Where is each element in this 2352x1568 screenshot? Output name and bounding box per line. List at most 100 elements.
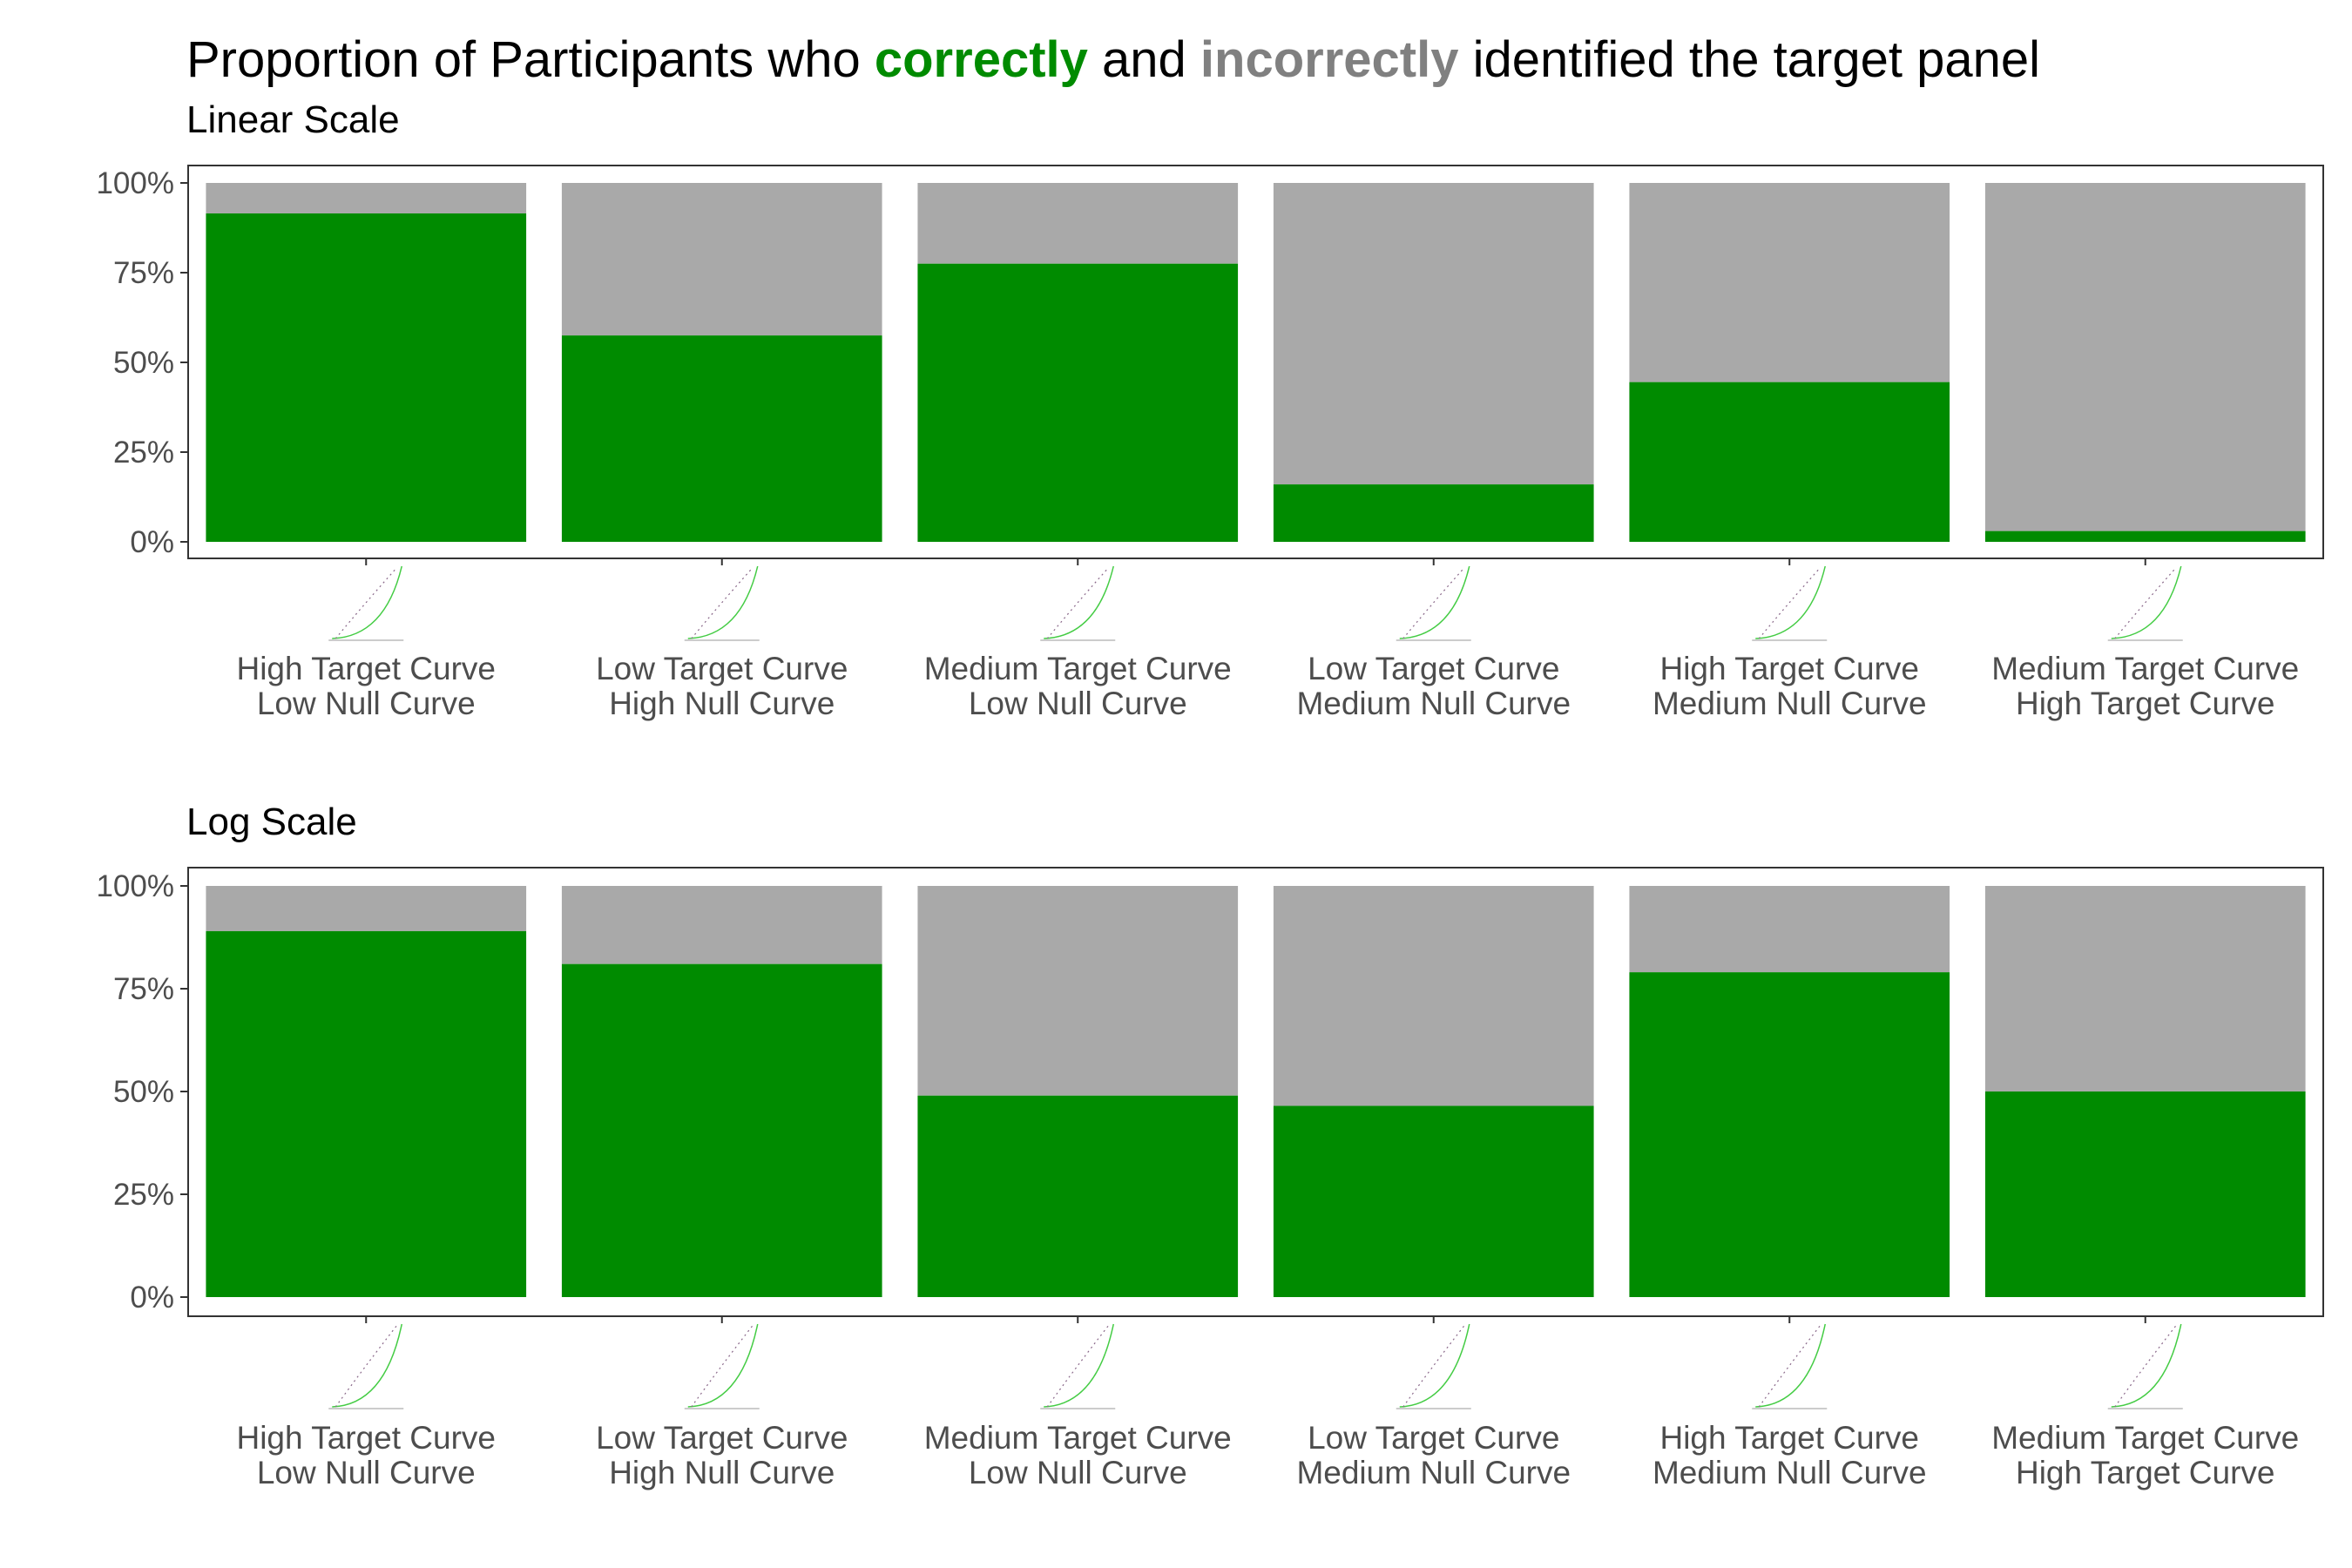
curve-thumbnail	[1396, 565, 1471, 641]
curve-thumbnail	[1396, 1323, 1471, 1409]
thumbnail-target-curve	[1755, 1323, 1826, 1408]
x-category-label: Low Target Curve	[596, 651, 848, 686]
x-category-label: Low Target Curve	[1308, 651, 1559, 686]
x-category-label: Medium Null Curve	[1652, 686, 1927, 721]
y-tick-label: 0%	[130, 1281, 174, 1315]
thumbnail-target-curve	[2111, 565, 2182, 639]
x-category-label: Low Null Curve	[969, 1455, 1187, 1490]
y-tick-label: 25%	[113, 1178, 174, 1212]
y-tick-label: 100%	[96, 166, 174, 200]
thumbnail-null-curve	[2114, 1325, 2177, 1408]
x-category-label: Low Target Curve	[596, 1420, 848, 1456]
curve-thumbnail	[1040, 565, 1116, 641]
x-category-label: High Target Curve	[1659, 1420, 1919, 1456]
x-category-label: High Null Curve	[609, 686, 835, 721]
x-category-label: Low Null Curve	[969, 686, 1187, 721]
chart-panels: Linear Scale 0% 25% 50% 75% 100% High Target C…	[96, 98, 2324, 1490]
bar-incorrect	[1273, 886, 1594, 1106]
title-suffix: identified the target panel	[1473, 31, 2040, 88]
x-category-label: High Target Curve	[2016, 1455, 2275, 1490]
x-category-label: High Null Curve	[609, 1455, 835, 1490]
x-category-label: Medium Target Curve	[1991, 1420, 2299, 1456]
bar-correct	[1629, 382, 1950, 542]
x-category-label: Medium Target Curve	[924, 651, 1232, 686]
bar-correct	[561, 335, 882, 542]
bar-incorrect	[1273, 183, 1594, 485]
bar-correct	[1984, 1092, 2306, 1297]
bar-incorrect	[1984, 183, 2306, 531]
thumbnail-target-curve	[1044, 1323, 1114, 1408]
thumbnail-target-curve	[332, 1323, 402, 1408]
y-tick-label: 50%	[113, 346, 174, 380]
curve-thumbnail	[1040, 1323, 1116, 1409]
bar-incorrect	[1629, 183, 1950, 382]
bar-correct	[1629, 972, 1950, 1297]
thumbnail-null-curve	[1758, 1325, 1821, 1408]
y-tick-label: 100%	[96, 869, 174, 903]
x-category-label: Medium Null Curve	[1652, 1455, 1927, 1490]
curve-thumbnail	[684, 565, 760, 641]
bar-correct	[206, 213, 527, 542]
chart-title: Proportion of Participants who correctly…	[186, 31, 2040, 88]
x-category-label: Medium Target Curve	[1991, 651, 2299, 686]
bar-correct	[1273, 484, 1594, 542]
x-category-label: Low Null Curve	[257, 686, 476, 721]
thumbnail-target-curve	[687, 1323, 759, 1408]
title-incorrect-word: incorrectly	[1200, 31, 1459, 88]
curve-thumbnail	[328, 565, 404, 641]
x-category-label: Medium Target Curve	[924, 1420, 1232, 1456]
bar-correct	[206, 930, 527, 1297]
y-tick-label: 75%	[113, 256, 174, 290]
curve-thumbnail	[1752, 1323, 1828, 1409]
title-prefix: Proportion of Participants who	[186, 31, 875, 88]
thumbnail-target-curve	[2111, 1323, 2182, 1408]
bar-incorrect	[561, 183, 882, 336]
bar-incorrect	[561, 886, 882, 964]
bar-incorrect	[206, 886, 527, 931]
panel-1: Linear Scale 0% 25% 50% 75% 100% High Target C…	[96, 98, 2324, 721]
y-tick-label: 50%	[113, 1075, 174, 1109]
bar-correct	[917, 263, 1239, 542]
curve-thumbnail	[2107, 1323, 2183, 1409]
bar-incorrect	[1629, 886, 1950, 973]
y-tick-label: 25%	[113, 436, 174, 470]
curve-thumbnail	[684, 1323, 760, 1409]
thumbnail-null-curve	[335, 1325, 397, 1408]
curve-thumbnail	[2107, 565, 2183, 641]
x-category-label: High Target Curve	[236, 1420, 496, 1456]
x-category-label: High Target Curve	[1659, 651, 1919, 686]
thumbnail-null-curve	[1046, 1325, 1109, 1408]
x-category-label: High Target Curve	[236, 651, 496, 686]
thumbnail-null-curve	[1402, 1325, 1465, 1408]
x-category-label: Medium Null Curve	[1296, 686, 1571, 721]
thumbnail-target-curve	[332, 565, 402, 639]
bar-incorrect	[1984, 886, 2306, 1092]
curve-thumbnail	[1752, 565, 1828, 641]
x-category-label: High Target Curve	[2016, 686, 2275, 721]
bar-correct	[561, 963, 882, 1297]
bar-incorrect	[206, 183, 527, 214]
thumbnail-target-curve	[1755, 565, 1826, 639]
thumbnail-target-curve	[1399, 1323, 1470, 1408]
bar-correct	[1273, 1105, 1594, 1297]
y-tick-label: 0%	[130, 525, 174, 559]
title-middle: and	[1102, 31, 1200, 88]
bar-correct	[917, 1095, 1239, 1297]
thumbnail-null-curve	[691, 1325, 754, 1408]
title-correct-word: correctly	[875, 31, 1088, 88]
thumbnail-target-curve	[1399, 565, 1470, 639]
bar-correct	[1984, 531, 2306, 542]
curve-thumbnail	[328, 1323, 404, 1409]
panel-subtitle: Linear Scale	[186, 98, 400, 141]
panel-2: Log Scale 0% 25% 50% 75% 100% High Target Curv…	[96, 801, 2324, 1490]
x-category-label: Low Target Curve	[1308, 1420, 1559, 1456]
bar-incorrect	[917, 183, 1239, 264]
y-tick-label: 75%	[113, 972, 174, 1006]
x-category-label: Low Null Curve	[257, 1455, 476, 1490]
panel-subtitle: Log Scale	[186, 801, 357, 843]
bar-incorrect	[917, 886, 1239, 1096]
thumbnail-target-curve	[687, 565, 759, 639]
x-category-label: Medium Null Curve	[1296, 1455, 1571, 1490]
thumbnail-target-curve	[1044, 565, 1114, 639]
